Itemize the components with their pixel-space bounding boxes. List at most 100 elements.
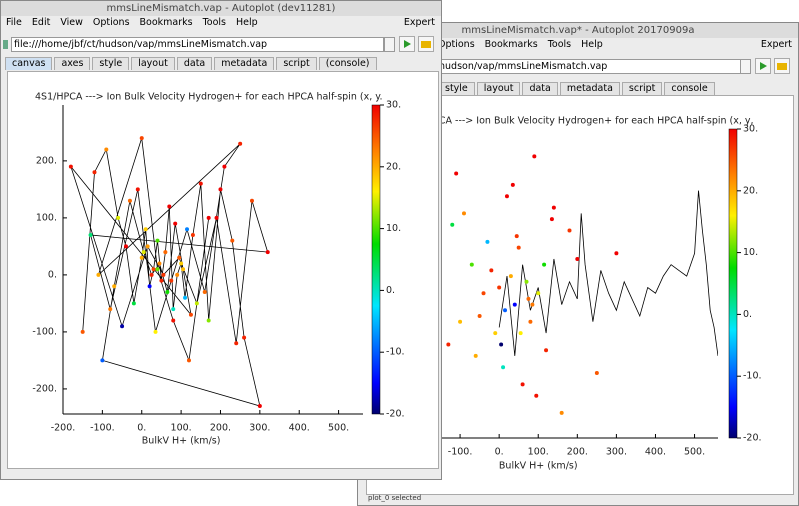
point	[528, 319, 533, 324]
point	[234, 341, 239, 346]
point	[185, 227, 190, 232]
point	[493, 331, 498, 336]
colorbar-label: 10.	[386, 223, 401, 234]
tab[interactable]: metadata	[559, 82, 620, 95]
menu[interactable]: Edit	[31, 17, 51, 28]
data-area	[68, 136, 270, 409]
point	[516, 245, 521, 250]
point	[104, 147, 109, 152]
point	[88, 232, 93, 237]
point	[485, 239, 490, 244]
expert-menu[interactable]: Expert	[760, 39, 792, 50]
y-tick-label: -200.	[32, 383, 57, 394]
tab[interactable]: console	[664, 82, 715, 95]
colorbar-label: 20.	[743, 185, 758, 196]
tab[interactable]: data	[522, 82, 558, 95]
url-field[interactable]: file:///home/jbf/ct/hudson/vap/mmsLineMi…	[11, 37, 384, 52]
point	[161, 272, 166, 277]
go-button[interactable]	[399, 36, 415, 52]
x-tick-label: -200.	[51, 423, 76, 434]
tab[interactable]: (console)	[318, 57, 377, 70]
colorbar-label: 0.	[743, 309, 752, 320]
menu[interactable]: Help	[581, 39, 603, 50]
point	[614, 251, 619, 256]
point	[159, 278, 164, 283]
tab[interactable]: style	[92, 57, 130, 70]
point	[145, 244, 150, 249]
x-axis-label: BulkV H+ (km/s)	[499, 461, 578, 472]
tab[interactable]: canvas	[5, 57, 53, 70]
point	[141, 250, 146, 255]
point	[257, 404, 262, 409]
point	[198, 181, 203, 186]
menu[interactable]: File	[6, 17, 22, 28]
expert-menu[interactable]: Expert	[403, 17, 435, 28]
window: mmsLineMismatch.vap - Autoplot (dev11281…	[0, 0, 442, 480]
point	[238, 141, 243, 146]
tab[interactable]: data	[176, 57, 213, 70]
x-tick-label: 400.	[289, 423, 310, 434]
point	[202, 289, 207, 294]
plot: 4S1/HPCA ---> Ion Bulk Velocity Hydrogen…	[32, 92, 405, 447]
point	[524, 279, 529, 284]
point	[116, 215, 121, 220]
point	[188, 312, 193, 317]
colorbar-label: -10.	[386, 347, 405, 358]
menu[interactable]: Options	[438, 39, 475, 50]
menu[interactable]: Bookmarks	[484, 39, 538, 50]
y-tick-label: 0.	[48, 269, 57, 280]
menu[interactable]: View	[60, 17, 83, 28]
colorbar-label: 30.	[743, 124, 758, 135]
colorbar	[371, 104, 381, 415]
tab-bar: canvas axes style layout data metadata script(…	[5, 57, 379, 71]
point	[450, 222, 455, 227]
menu[interactable]: Options	[92, 17, 130, 28]
tab[interactable]: layout	[476, 82, 521, 95]
menu[interactable]: Help	[236, 17, 258, 28]
title-bar: mmsLineMismatch.vap - Autoplot (dev11281…	[1, 1, 441, 16]
menu-bar: Options Bookmarks Tools Help	[358, 38, 798, 52]
menu[interactable]: Bookmarks	[139, 17, 193, 28]
tab[interactable]: metadata	[214, 57, 275, 70]
x-tick-label: 500.	[684, 447, 705, 458]
dropdown[interactable]	[740, 59, 751, 74]
open-button[interactable]	[418, 36, 434, 52]
point	[179, 261, 184, 266]
x-tick-label: -100.	[90, 423, 115, 434]
point	[177, 255, 182, 260]
tab[interactable]: script	[621, 82, 663, 95]
x-tick-label: 0.	[137, 423, 146, 434]
point	[165, 289, 170, 294]
point	[80, 329, 85, 334]
point	[249, 198, 254, 203]
point	[194, 301, 199, 306]
point	[147, 284, 152, 289]
colorbar-label: -20.	[743, 433, 762, 444]
point	[135, 187, 140, 192]
url-icon	[3, 40, 8, 49]
point	[473, 353, 478, 358]
open-button[interactable]	[774, 58, 790, 74]
x-tick-label: 200.	[567, 447, 588, 458]
menu[interactable]: Tools	[202, 17, 226, 28]
dropdown[interactable]	[384, 37, 395, 52]
menu[interactable]: Tools	[547, 39, 572, 50]
go-button[interactable]	[755, 58, 771, 74]
x-tick-label: 300.	[249, 423, 270, 434]
tab[interactable]: axes	[54, 57, 91, 70]
point	[536, 291, 541, 296]
x-tick-label: 200.	[210, 423, 231, 434]
tab[interactable]: script	[276, 57, 317, 70]
point	[214, 215, 219, 220]
point	[542, 262, 547, 267]
tab[interactable]: layout	[131, 57, 175, 70]
x-tick-label: 100.	[171, 423, 192, 434]
point	[567, 228, 572, 233]
point	[131, 301, 136, 306]
connecting-line	[70, 137, 269, 407]
point	[157, 261, 162, 266]
point	[230, 238, 235, 243]
point	[218, 187, 223, 192]
colorbar-label: 30.	[386, 100, 401, 111]
